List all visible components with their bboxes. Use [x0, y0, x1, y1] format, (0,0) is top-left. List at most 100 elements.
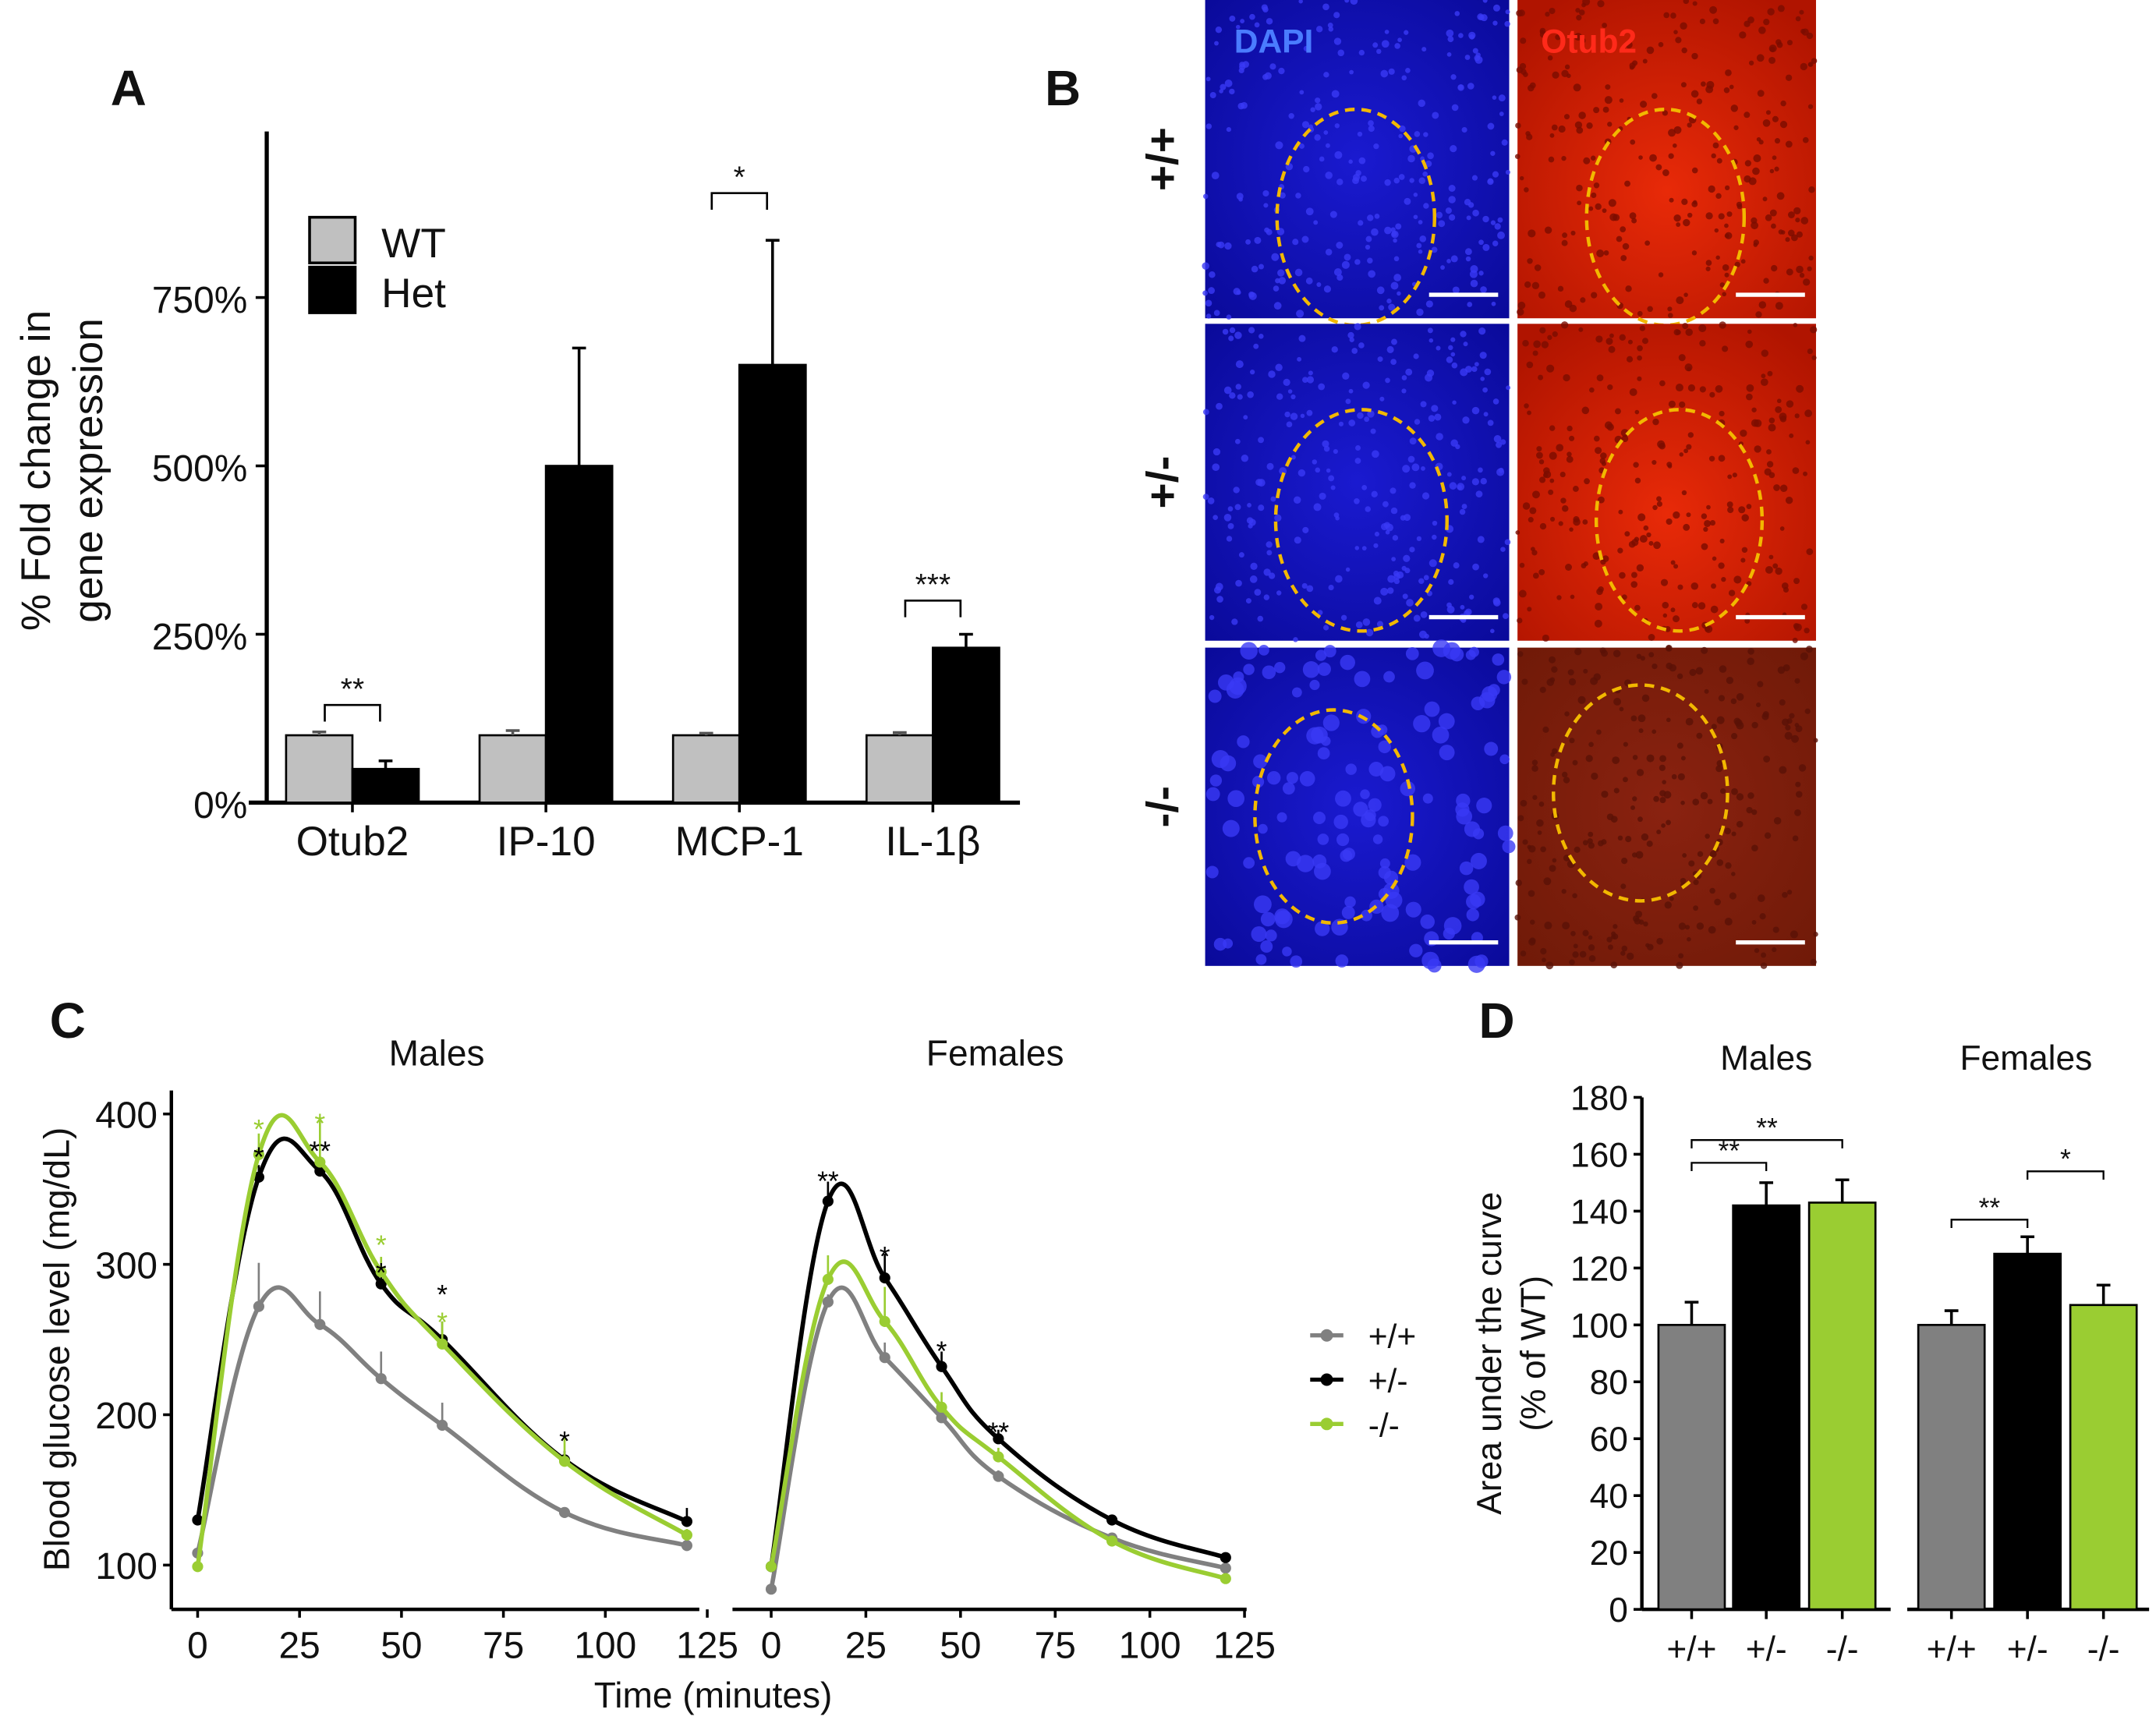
nucleus-mark [1709, 519, 1716, 526]
nucleus-mark [1609, 213, 1618, 221]
nucleus-mark [1456, 808, 1473, 825]
nucleus-mark [1397, 291, 1401, 296]
nucleus-mark [1699, 386, 1706, 393]
nucleus-mark [1725, 69, 1732, 76]
nucleus-mark [1457, 484, 1462, 490]
nucleus-mark [1567, 669, 1574, 676]
nucleus-mark [1595, 603, 1603, 610]
nucleus-mark [1393, 573, 1400, 580]
significance-label: * [253, 1141, 264, 1173]
nucleus-mark [1720, 788, 1726, 794]
nucleus-mark [1533, 340, 1542, 349]
nucleus-mark [1371, 490, 1378, 497]
nucleus-mark [1520, 799, 1528, 807]
nucleus-mark [1287, 389, 1293, 394]
nucleus-mark [1600, 452, 1607, 459]
nucleus-mark [1432, 111, 1439, 119]
nucleus-mark [1692, 1, 1698, 6]
nucleus-mark [1691, 602, 1698, 609]
nucleus-mark [1625, 41, 1633, 49]
nucleus-mark [1769, 209, 1777, 217]
nucleus-mark [1282, 782, 1295, 795]
y-tick-label: 0 [1609, 1591, 1628, 1630]
nucleus-mark [1418, 220, 1423, 225]
bar [1732, 1204, 1801, 1611]
nucleus-mark [1632, 60, 1638, 66]
nucleus-mark [1255, 954, 1267, 965]
legend-label: +/- [1368, 1362, 1408, 1400]
nucleus-mark [1380, 522, 1389, 531]
nucleus-mark [1514, 154, 1521, 160]
nucleus-mark [1355, 444, 1361, 451]
nucleus-mark [1804, 708, 1811, 714]
nucleus-mark [1205, 123, 1213, 129]
bar-het [351, 767, 420, 804]
nucleus-mark [1209, 271, 1216, 278]
nucleus-mark [1709, 391, 1715, 398]
nucleus-mark [1492, 240, 1499, 246]
nucleus-mark [1761, 349, 1769, 357]
nucleus-mark [1322, 440, 1329, 448]
nucleus-mark [1536, 819, 1544, 827]
nucleus-mark [1306, 376, 1315, 384]
nucleus-mark [1374, 531, 1380, 537]
nucleus-mark [1446, 472, 1452, 477]
nucleus-mark [1560, 497, 1567, 504]
nucleus-mark [1333, 512, 1340, 518]
nucleus-mark [1358, 220, 1364, 226]
nucleus-mark [1284, 411, 1290, 418]
significance-label: ** [1979, 1192, 2001, 1223]
nucleus-mark [1425, 300, 1433, 308]
series-ko [192, 1113, 692, 1573]
nucleus-mark [1482, 0, 1488, 3]
nucleus-mark [1209, 774, 1223, 787]
nucleus-mark [1568, 678, 1577, 686]
nucleus-mark [1385, 377, 1390, 384]
nucleus-mark [1779, 121, 1788, 129]
nucleus-mark [1549, 478, 1555, 483]
nucleus-mark [1733, 125, 1739, 130]
facet-title: Males [389, 1033, 485, 1074]
nucleus-mark [1474, 362, 1479, 367]
nucleus-mark [1570, 594, 1575, 600]
nucleus-mark [1286, 772, 1298, 784]
nucleus-mark [1775, 567, 1783, 575]
nucleus-mark [1428, 338, 1434, 343]
nucleus-mark [1271, 253, 1280, 261]
nucleus-mark [1487, 419, 1494, 426]
nucleus-mark [1574, 121, 1583, 129]
nucleus-mark [1576, 184, 1583, 192]
nucleus-mark [1472, 48, 1478, 54]
nucleus-mark [1643, 525, 1649, 531]
nucleus-mark [1803, 278, 1811, 286]
nucleus-mark [1266, 541, 1273, 548]
nucleus-mark [1251, 926, 1267, 943]
nucleus-mark [1419, 235, 1427, 242]
nucleus-mark [1673, 214, 1681, 222]
data-point [314, 1156, 326, 1168]
nucleus-mark [1448, 345, 1453, 351]
nucleus-mark [1711, 583, 1716, 589]
nucleus-mark [1531, 759, 1538, 766]
nucleus-mark [1682, 853, 1687, 858]
nucleus-mark [1301, 582, 1308, 589]
significance-label: * [314, 1108, 325, 1139]
significance-label: ** [341, 673, 364, 706]
nucleus-mark [1384, 226, 1392, 235]
nucleus-mark [1275, 141, 1283, 150]
nucleus-mark [1205, 787, 1220, 802]
nucleus-mark [1607, 384, 1613, 391]
nucleus-mark [1561, 239, 1568, 246]
nucleus-mark [1446, 356, 1453, 363]
x-tick-label: IL-1β [885, 819, 980, 865]
nucleus-mark [1262, 74, 1269, 80]
nucleus-mark [1548, 489, 1554, 495]
nucleus-mark [1763, 19, 1770, 26]
nucleus-mark [1295, 193, 1301, 199]
nucleus-mark [1604, 96, 1613, 104]
nucleus-mark [1368, 270, 1376, 278]
nucleus-mark [1448, 184, 1456, 192]
nucleus-mark [1409, 437, 1417, 445]
nucleus-mark [1299, 90, 1305, 95]
nucleus-mark [1581, 406, 1590, 415]
